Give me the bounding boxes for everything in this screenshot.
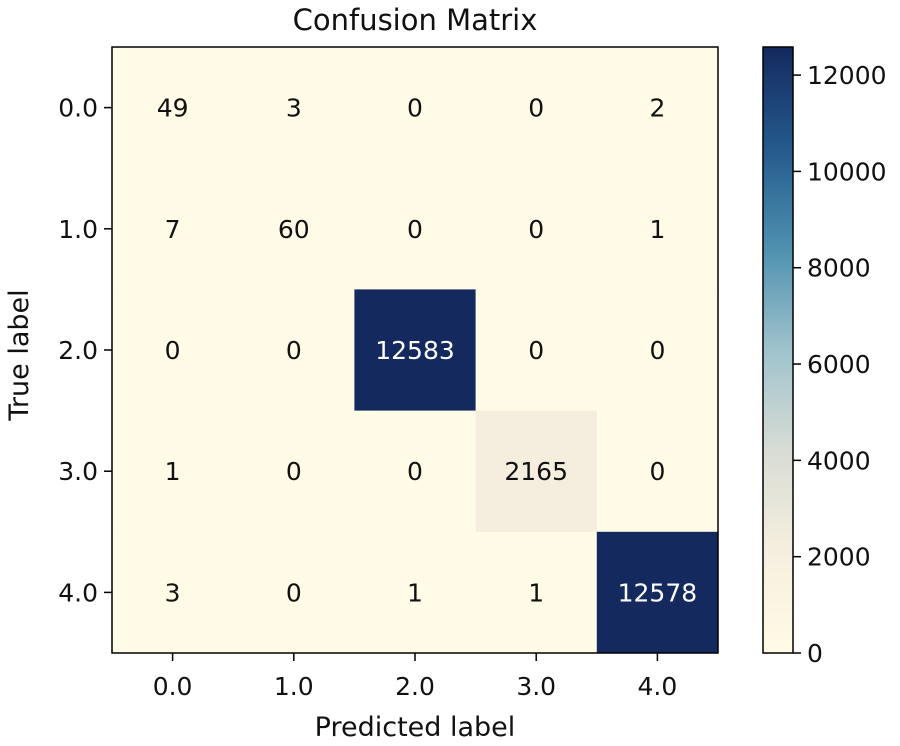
cell-value-label: 12583 xyxy=(375,336,455,365)
cell-value-label: 0 xyxy=(649,457,665,486)
cell-value-label: 3 xyxy=(286,94,302,123)
heatmap-cell xyxy=(596,410,719,533)
y-tick-label: 4.0 xyxy=(58,578,98,607)
cell-value-label: 7 xyxy=(165,215,181,244)
x-tick-label: 4.0 xyxy=(638,672,678,701)
cell-value-label: 0 xyxy=(286,336,302,365)
cell-value-label: 1 xyxy=(407,578,423,607)
heatmap-cell xyxy=(354,168,477,290)
heatmap-cell xyxy=(475,168,598,290)
cell-value-label: 1 xyxy=(165,457,181,486)
heatmap-cell xyxy=(112,168,234,290)
cell-value-label: 0 xyxy=(286,457,302,486)
cell-value-label: 1 xyxy=(528,578,544,607)
heatmap-cell xyxy=(112,47,234,169)
heatmap-cell xyxy=(112,289,234,412)
heatmap-cell xyxy=(475,531,598,654)
colorbar-tick-label: 12000 xyxy=(807,61,887,90)
heatmap-cell xyxy=(475,410,598,533)
cell-value-label: 0 xyxy=(407,215,423,244)
y-tick-label: 3.0 xyxy=(58,457,98,486)
heatmap-cell xyxy=(233,47,355,169)
cell-value-label: 0 xyxy=(649,336,665,365)
heatmap-cell xyxy=(233,531,355,654)
y-axis-label: True label xyxy=(4,289,35,421)
x-axis-ticks: 0.0 1.0 2.0 3.0 4.0 xyxy=(153,653,678,701)
cell-value-label: 49 xyxy=(157,94,189,123)
x-tick-label: 3.0 xyxy=(516,672,556,701)
heatmap-cell xyxy=(475,47,598,169)
heatmap-cell xyxy=(596,168,719,290)
cell-value-label: 0 xyxy=(407,457,423,486)
heatmap-cell xyxy=(233,168,355,290)
colorbar xyxy=(762,46,794,654)
cell-value-label: 0 xyxy=(528,94,544,123)
heatmap-cell xyxy=(354,289,477,412)
cell-value-labels: 49 3 0 0 2 7 60 0 0 1 0 0 12583 0 0 1 0 0 2165 0 3 0 1 1 12578 xyxy=(157,94,697,608)
colorbar-tick-label: 4000 xyxy=(807,446,871,475)
colorbar-ticks: 0 2000 4000 6000 8000 10000 12000 xyxy=(793,61,887,668)
colorbar-tick-label: 10000 xyxy=(807,157,887,186)
x-tick-label: 2.0 xyxy=(395,672,435,701)
heatmap-cell xyxy=(354,410,477,533)
heatmap-cell xyxy=(233,289,355,412)
cell-value-label: 0 xyxy=(407,94,423,123)
y-tick-label: 1.0 xyxy=(58,215,98,244)
x-tick-label: 1.0 xyxy=(274,672,314,701)
heatmap-cell xyxy=(112,531,234,654)
colorbar-tick-label: 0 xyxy=(807,639,823,668)
x-axis-label: Predicted label xyxy=(315,712,516,741)
cell-value-label: 2 xyxy=(649,94,665,123)
chart-title: Confusion Matrix xyxy=(293,3,538,37)
y-tick-label: 2.0 xyxy=(58,336,98,365)
cell-value-label: 3 xyxy=(165,578,181,607)
heatmap-cell xyxy=(475,289,598,412)
cell-value-label: 0 xyxy=(528,336,544,365)
x-tick-label: 0.0 xyxy=(153,672,193,701)
heatmap-cell xyxy=(354,47,477,169)
y-axis-ticks: 0.0 1.0 2.0 3.0 4.0 xyxy=(58,94,112,607)
heatmap-cell xyxy=(596,289,719,412)
cell-value-label: 1 xyxy=(649,215,665,244)
cell-value-label: 2165 xyxy=(504,457,568,486)
colorbar-tick-label: 6000 xyxy=(807,350,871,379)
heatmap-cell xyxy=(354,531,477,654)
cell-value-label: 60 xyxy=(278,215,310,244)
cell-value-label: 12578 xyxy=(618,578,698,607)
heatmap-cell xyxy=(233,410,355,533)
cell-value-label: 0 xyxy=(165,336,181,365)
heatmap-cell xyxy=(596,47,719,169)
heatmap-cell xyxy=(596,531,719,654)
heatmap-cells xyxy=(112,47,719,654)
colorbar-tick-label: 2000 xyxy=(807,543,871,572)
y-tick-label: 0.0 xyxy=(58,94,98,123)
cell-value-label: 0 xyxy=(528,215,544,244)
heatmap-cell xyxy=(112,410,234,533)
colorbar-tick-label: 8000 xyxy=(807,254,871,283)
cell-value-label: 0 xyxy=(286,578,302,607)
